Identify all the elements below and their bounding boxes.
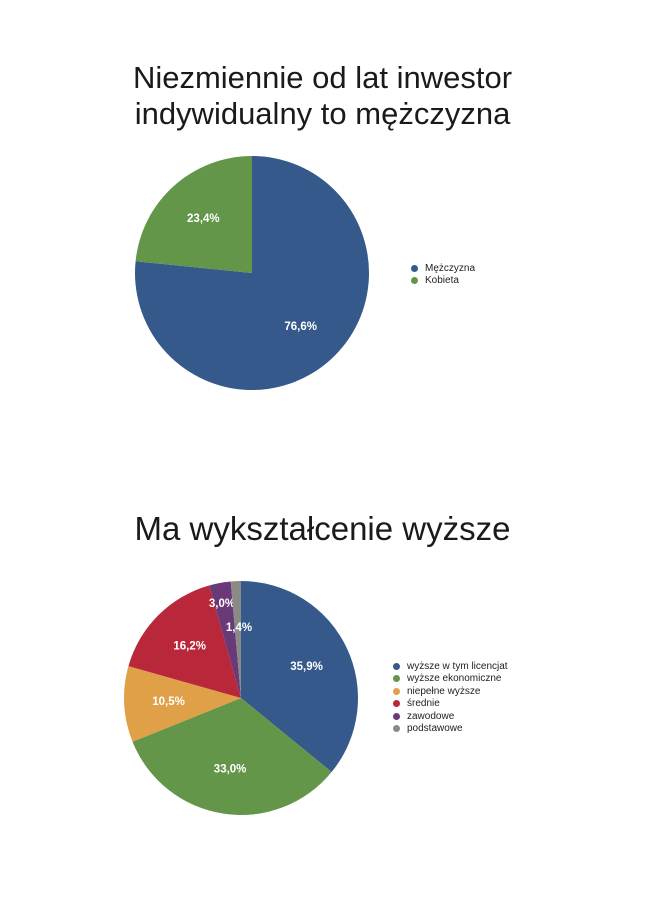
education-legend-label: zawodowe [407, 710, 455, 722]
education-legend-swatch [393, 675, 400, 683]
education-legend-item-niepelne-wyzsze: niepełne wyższe [393, 685, 508, 698]
education-legend-swatch [393, 700, 400, 708]
education-legend-item-srednie: średnie [393, 698, 508, 711]
gender-legend: Mężczyzna Kobieta [411, 262, 475, 287]
education-legend-item-wyzsze-w-tym-licencjat: wyższe w tym licencjat [393, 660, 508, 673]
education-legend-label: wyższe ekonomiczne [407, 673, 502, 685]
education-slice-zawodowe [209, 581, 241, 698]
gender-legend-item-kobieta: Kobieta [411, 275, 475, 288]
education-slice-niepelne-wyzsze [124, 666, 241, 742]
gender-legend-swatch [411, 264, 418, 272]
education-legend-label: wyższe w tym licencjat [407, 660, 508, 672]
education-legend-label: średnie [407, 698, 440, 710]
gender-legend-label: Mężczyzna [425, 262, 476, 274]
chart-title-gender: Niezmiennie od lat inwestor indywidualny… [0, 60, 645, 132]
education-legend-swatch [393, 687, 400, 695]
education-legend-swatch [393, 712, 400, 720]
gender-legend-swatch [411, 277, 418, 285]
gender-slice-mezczyzna [135, 156, 369, 390]
education-label-podstawowe: 1,4% [226, 622, 252, 634]
education-slice-wyzsze-ekonomiczne [132, 698, 332, 815]
education-legend-label: niepełne wyższe [407, 685, 481, 697]
education-slice-srednie [128, 585, 241, 698]
education-label-wyzsze-w-tym-licencjat: 35,9% [290, 661, 323, 673]
education-legend-item-podstawowe: podstawowe [393, 723, 508, 736]
education-legend-label: podstawowe [407, 723, 463, 735]
gender-legend-label: Kobieta [425, 275, 459, 287]
education-legend: wyższe w tym licencjat wyższe ekonomiczne… [393, 660, 508, 735]
education-label-niepelne-wyzsze: 10,5% [152, 696, 185, 708]
gender-label-kobieta: 23,4% [187, 213, 220, 225]
education-legend-item-zawodowe: zawodowe [393, 710, 508, 723]
chart-title-education: Ma wykształcenie wyższe [134, 510, 511, 547]
gender-legend-item-mezczyzna: Mężczyzna [411, 262, 475, 275]
education-label-wyzsze-ekonomiczne: 33,0% [214, 764, 247, 776]
education-label-zawodowe: 3,0% [209, 598, 235, 610]
education-legend-swatch [393, 725, 400, 733]
education-legend-swatch [393, 662, 400, 670]
gender-label-mezczyzna: 76,6% [284, 321, 317, 333]
chart-title-gender-line-2: indywidualny to mężczyzna [134, 96, 511, 131]
education-legend-item-wyzsze-ekonomiczne: wyższe ekonomiczne [393, 673, 508, 686]
chart-title-gender-line-1: Niezmiennie od lat inwestor [132, 60, 513, 95]
education-slice-wyzsze-w-tym-licencjat [241, 581, 358, 773]
education-slice-podstawowe [230, 581, 241, 698]
gender-slice-kobieta [135, 155, 252, 273]
education-label-srednie: 16,2% [173, 641, 206, 653]
